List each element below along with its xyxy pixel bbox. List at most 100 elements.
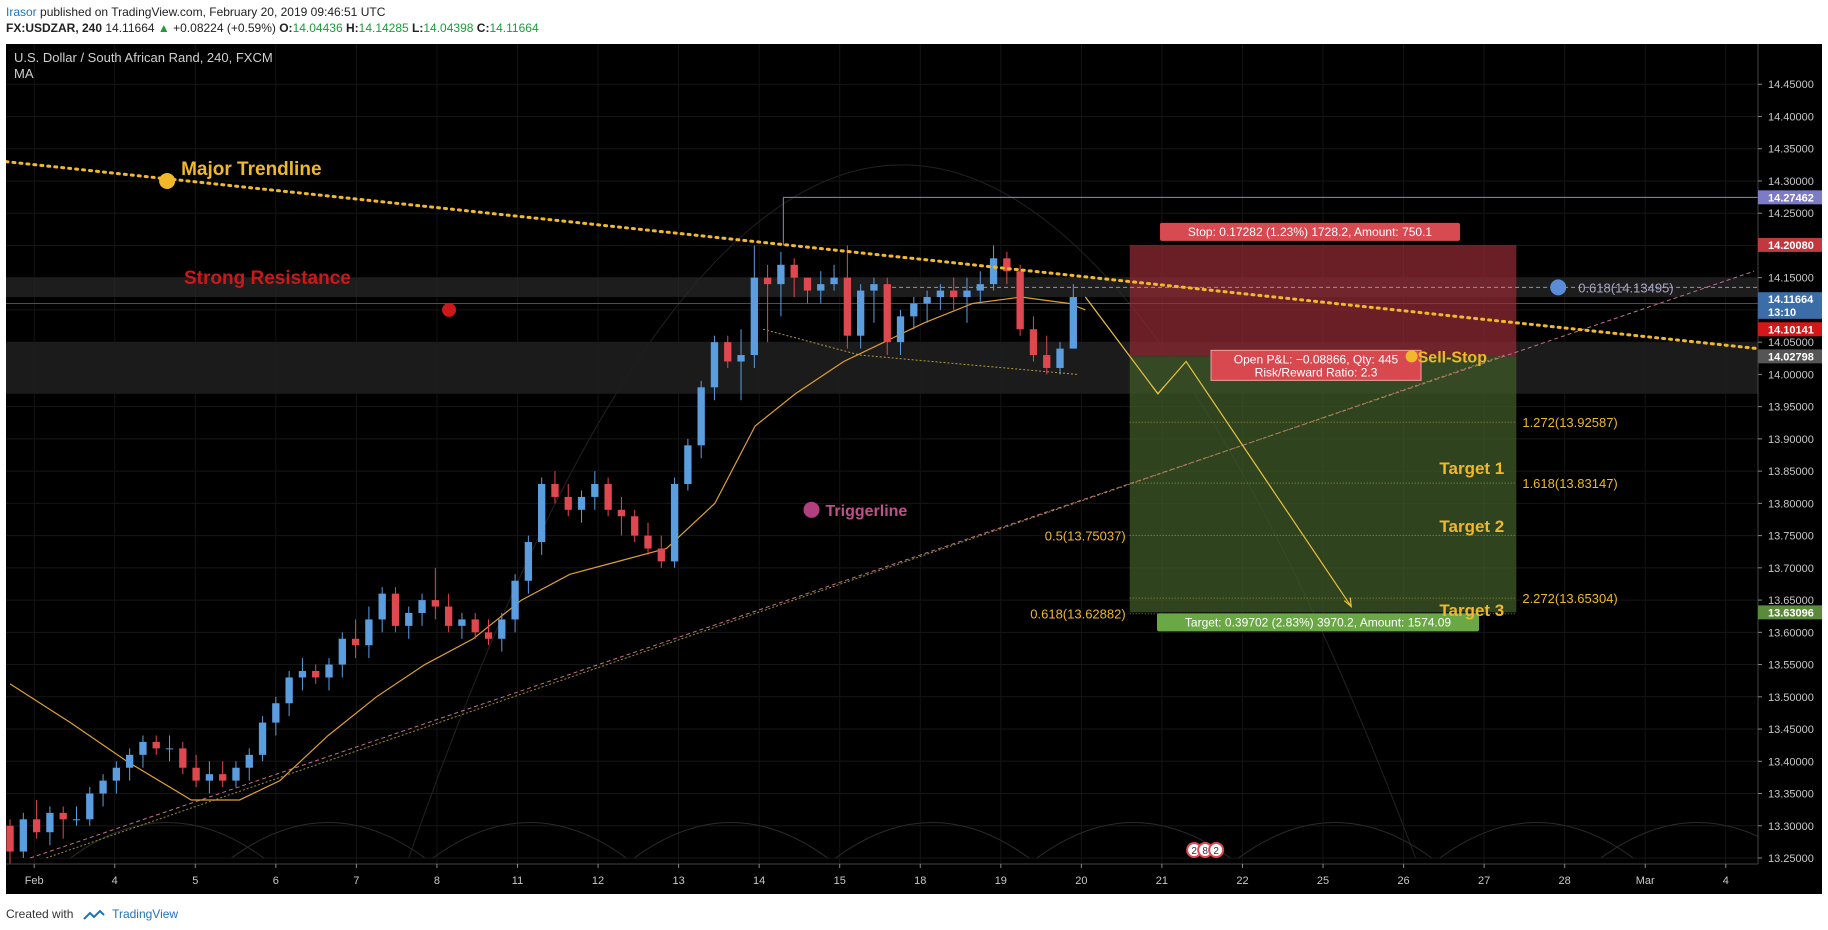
price-tick-label: 13.95000 <box>1768 402 1814 414</box>
time-tick-label: 19 <box>995 875 1007 887</box>
candle-body <box>272 703 280 723</box>
price-tag: 14.11664 <box>1768 294 1814 306</box>
candle-body <box>325 664 333 678</box>
chart-frame[interactable]: Major Trendline Strong Resistance Triggerl… <box>6 44 1822 894</box>
triggerline <box>30 270 1755 859</box>
candle-body <box>936 290 945 298</box>
candle-body <box>923 297 931 304</box>
candle-body <box>564 496 572 510</box>
event-badge-label: 2 <box>1213 846 1219 857</box>
candle-body <box>192 767 200 781</box>
price-tick-label: 13.65000 <box>1768 595 1814 607</box>
price-tick-label: 13.40000 <box>1768 756 1814 768</box>
time-tick-label: 4 <box>1723 875 1729 887</box>
candle-body <box>32 819 41 833</box>
candle-body <box>444 606 453 626</box>
candle-body <box>963 290 971 298</box>
price-tag-bg <box>1758 322 1822 337</box>
price-tick-label: 13.50000 <box>1768 692 1814 704</box>
ohlc-line: FX:USDZAR, 240 14.11664 ▲ +0.08224 (+0.5… <box>6 20 539 36</box>
candle-body <box>338 638 346 665</box>
candle-body <box>59 812 67 820</box>
chart-header: Irasor published on TradingView.com, Feb… <box>6 4 539 40</box>
candle-body <box>378 593 386 620</box>
candle-body <box>165 748 174 750</box>
candle-body <box>471 619 479 633</box>
price-tag-bg <box>1758 237 1822 252</box>
price-tick-label: 13.80000 <box>1768 498 1814 510</box>
candle-body <box>657 548 665 562</box>
chart-canvas[interactable]: Major Trendline Strong Resistance Triggerl… <box>6 44 1822 894</box>
candle-body <box>484 632 493 639</box>
lower-trendline <box>46 354 1505 859</box>
price-tick-label: 13.70000 <box>1768 563 1814 575</box>
sell-stop-label: Sell-Stop <box>1418 349 1488 366</box>
tradingview-link[interactable]: TradingView <box>112 907 179 921</box>
price-tick-label: 13.25000 <box>1768 853 1814 865</box>
candle-body <box>431 600 439 607</box>
candle-body <box>1003 258 1011 272</box>
price-tag-bg <box>1758 349 1822 364</box>
candle-body <box>232 767 240 781</box>
candle-body <box>989 258 998 285</box>
close-label: C: <box>476 21 490 35</box>
candle-body <box>524 542 533 581</box>
triggerline-label: Triggerline <box>826 503 908 520</box>
target-label-text: Target 2 <box>1439 517 1504 536</box>
price-tick-label: 14.30000 <box>1768 176 1814 188</box>
fib-dot <box>1550 279 1567 296</box>
candle-body <box>418 600 426 613</box>
price-tag: 14.20080 <box>1768 240 1814 252</box>
time-tick-label: Feb <box>25 875 44 887</box>
candle-body <box>830 277 838 285</box>
candle-body <box>976 284 984 291</box>
candle-body <box>391 593 400 626</box>
triggerline-dot <box>803 501 820 518</box>
candle-body <box>551 484 559 497</box>
time-tick-label: 26 <box>1397 875 1409 887</box>
price-tick-label: 13.45000 <box>1768 724 1814 736</box>
stop-label: Stop: 0.17282 (1.23%) 1728.2, Amount: 75… <box>1188 225 1433 239</box>
candle-body <box>511 580 519 620</box>
fib-label: 0.5(13.75037) <box>1045 528 1126 543</box>
candle-body <box>285 677 293 704</box>
candle-body <box>604 484 612 510</box>
price-tag: 14.02798 <box>1768 351 1814 363</box>
event-badge-label: 2 <box>1191 846 1197 857</box>
major-trendline-dot <box>159 172 176 189</box>
time-tick-label: 25 <box>1317 875 1329 887</box>
price-tick-label: 13.55000 <box>1768 660 1814 672</box>
candle-body <box>910 303 918 317</box>
candle-body <box>737 355 745 362</box>
candle-body <box>750 277 758 356</box>
sell-stop-dot <box>1405 350 1418 363</box>
price-tick-label: 13.60000 <box>1768 627 1814 639</box>
price-axis-bg <box>1758 44 1822 894</box>
candle-body <box>179 748 187 768</box>
candle-body <box>870 284 878 291</box>
fib-label: 0.618(14.13495) <box>1578 280 1673 295</box>
cycle-arc-small <box>1238 822 1433 859</box>
candle-body <box>697 387 705 446</box>
candle-body <box>577 496 586 510</box>
open-label: O: <box>279 21 293 35</box>
candle-body <box>458 619 466 626</box>
time-tick-label: 7 <box>353 875 359 887</box>
target-label-text: Target 1 <box>1439 459 1504 478</box>
candle-body <box>1029 329 1038 356</box>
low-label: L: <box>412 21 424 35</box>
author-link[interactable]: Irasor <box>6 5 37 19</box>
candle-body <box>125 754 134 768</box>
price-tag: 13.63096 <box>1768 607 1814 619</box>
cycle-arc-small <box>432 822 627 859</box>
stop-zone <box>1129 244 1517 357</box>
candle-body <box>710 342 719 388</box>
cycle-arc-small <box>634 822 828 859</box>
stop-label-bg <box>1160 222 1461 241</box>
time-tick-label: 20 <box>1075 875 1087 887</box>
candle-body <box>19 819 27 852</box>
tradingview-logo-icon <box>83 909 105 920</box>
candle-body <box>644 535 652 549</box>
candle-body <box>856 290 865 336</box>
pl-label-line2: Risk/Reward Ratio: 2.3 <box>1255 365 1378 379</box>
